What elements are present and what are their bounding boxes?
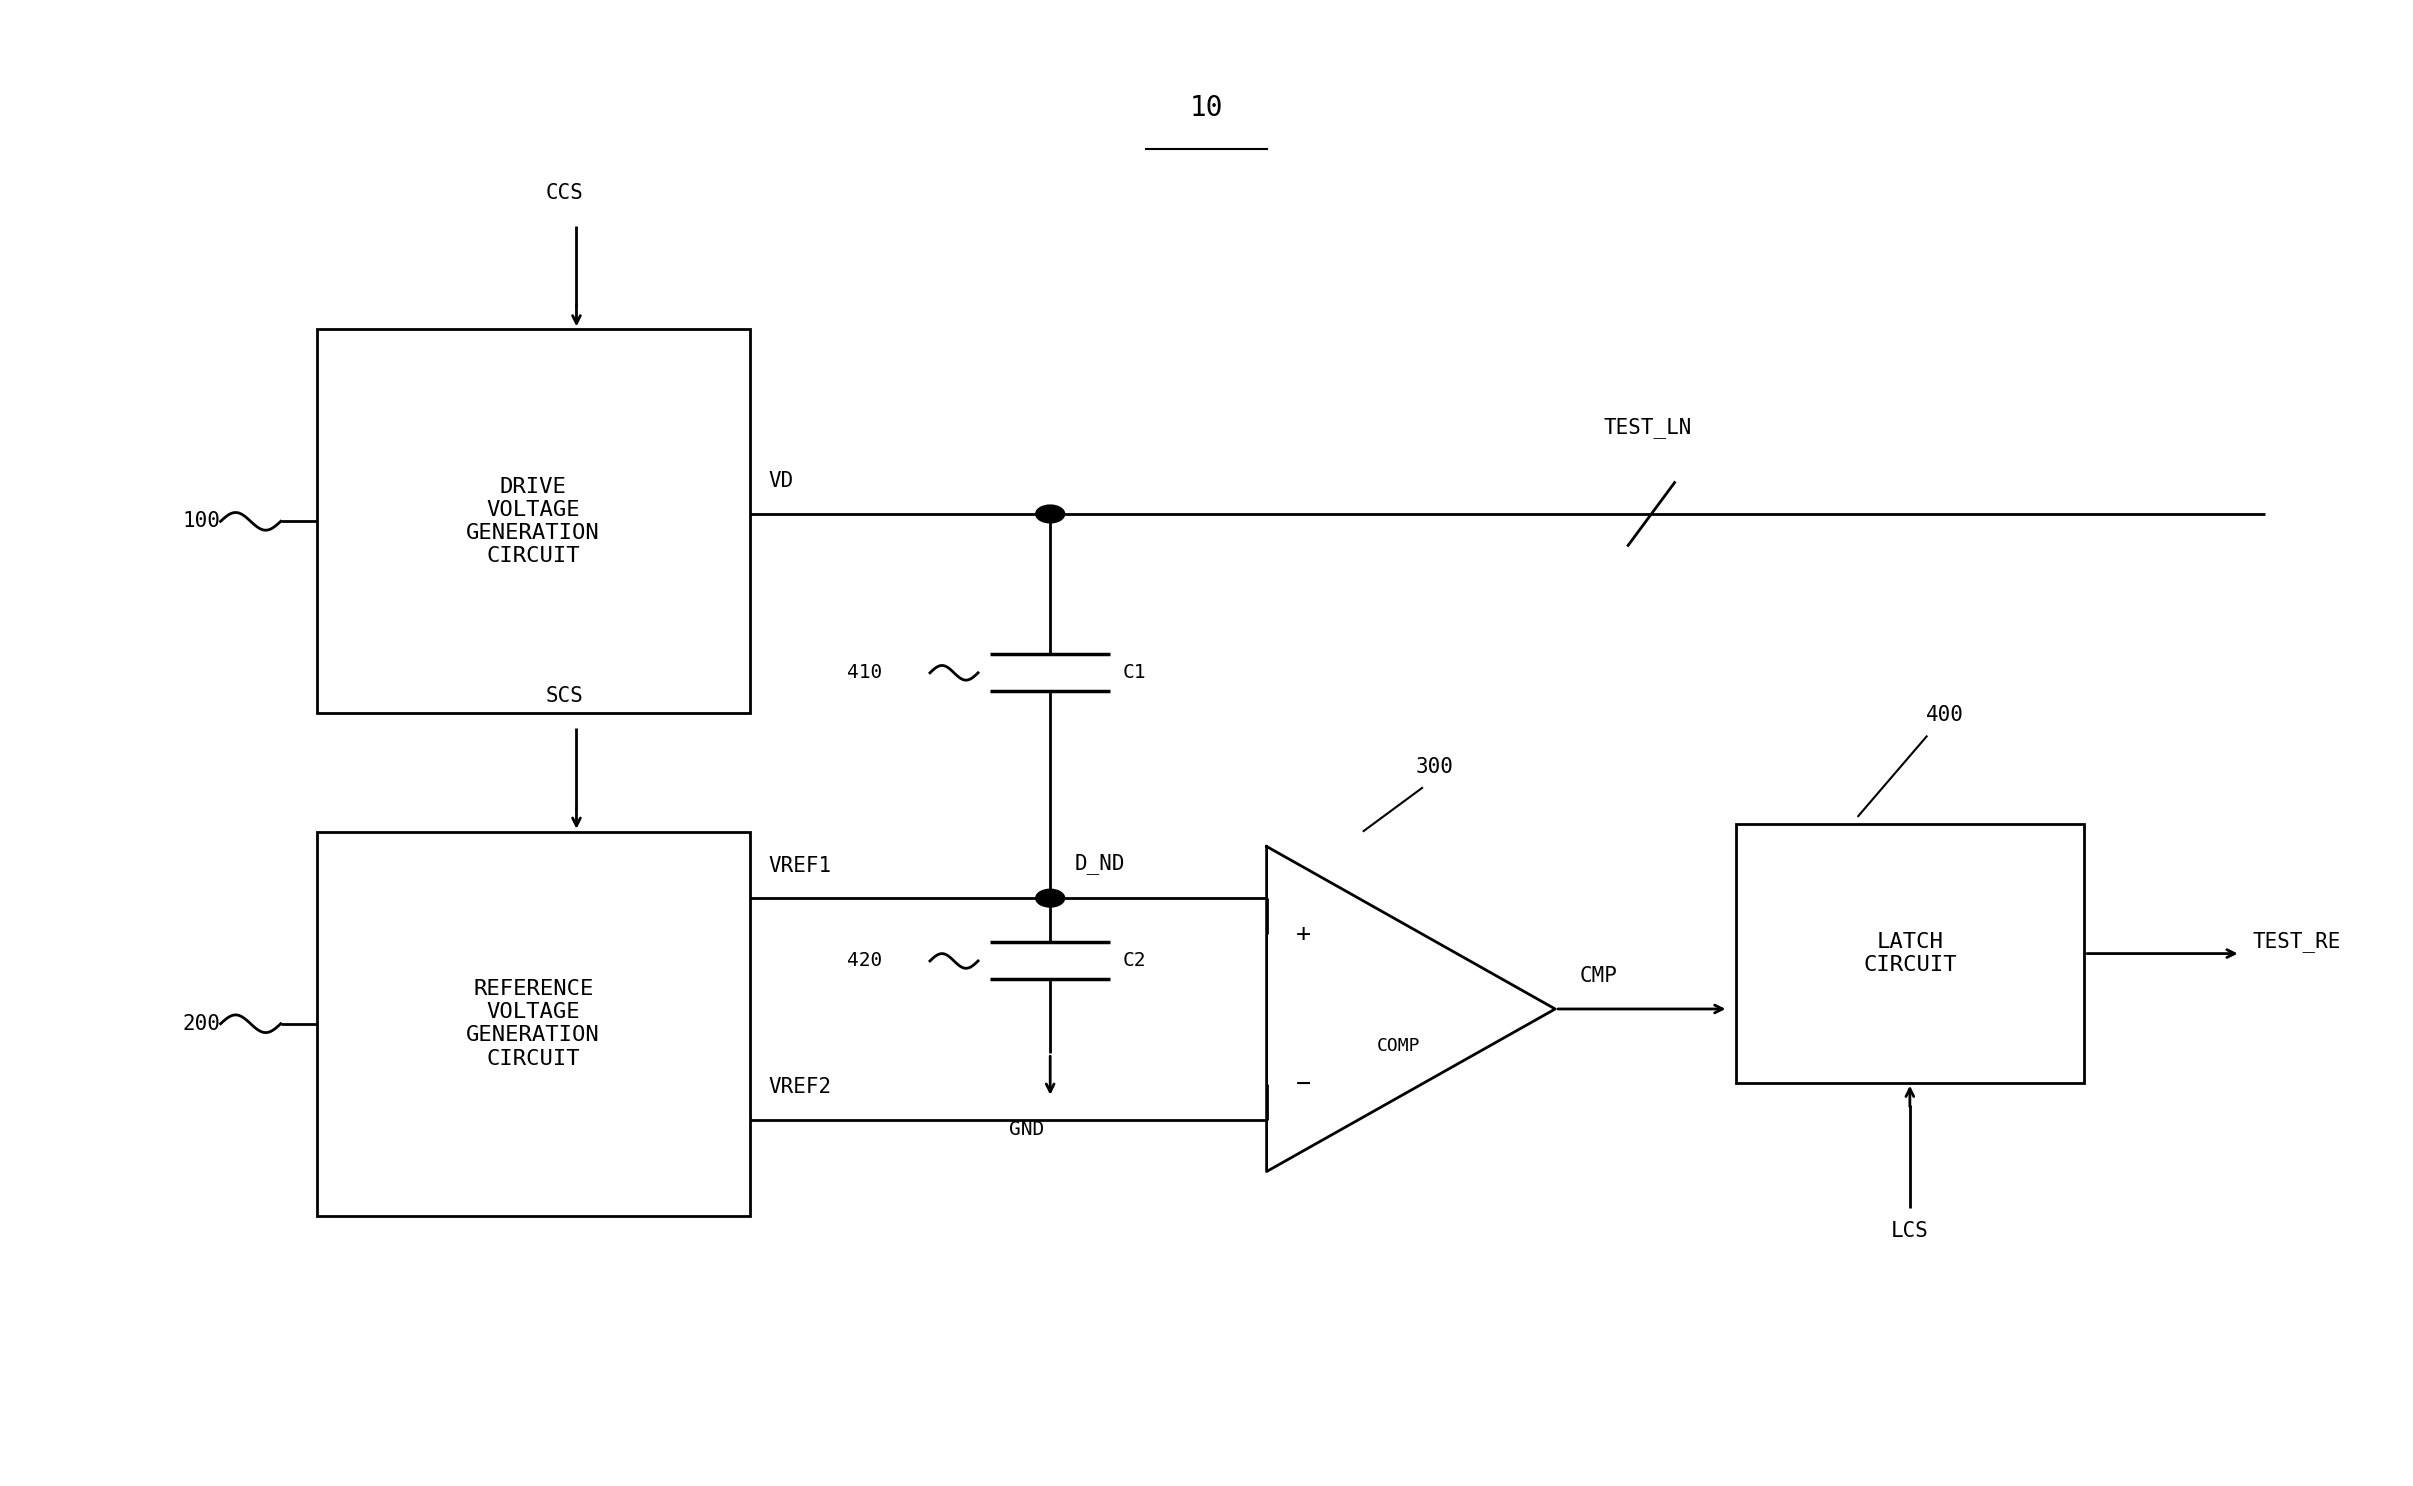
Text: GND: GND [1009,1120,1045,1138]
Text: DRIVE
VOLTAGE
GENERATION
CIRCUIT: DRIVE VOLTAGE GENERATION CIRCUIT [466,477,601,566]
Bar [1735,825,2085,1083]
Text: 300: 300 [1416,756,1455,777]
Text: CCS: CCS [545,183,584,204]
Circle shape [1035,889,1064,906]
Text: 400: 400 [1926,704,1964,725]
Text: COMP: COMP [1378,1037,1421,1055]
Text: TEST_RE: TEST_RE [2251,932,2341,953]
Text: VREF1: VREF1 [770,856,832,875]
Text: SCS: SCS [545,685,584,706]
Text: REFERENCE
VOLTAGE
GENERATION
CIRCUIT: REFERENCE VOLTAGE GENERATION CIRCUIT [466,979,601,1068]
Text: VREF2: VREF2 [770,1077,832,1097]
Text: VD: VD [770,471,794,492]
Text: +: + [1296,923,1310,947]
Text: 10: 10 [1190,94,1223,122]
Text: −: − [1296,1071,1310,1095]
Text: 200: 200 [183,1013,220,1034]
Circle shape [1035,505,1064,523]
Text: 420: 420 [847,951,881,970]
Text: 410: 410 [847,663,881,682]
Bar [316,330,750,713]
Text: 100: 100 [183,511,220,532]
Text: LCS: LCS [1892,1220,1928,1241]
Text: D_ND: D_ND [1074,853,1124,874]
Text: CMP: CMP [1578,966,1617,987]
Text: C1: C1 [1122,663,1146,682]
Text: C2: C2 [1122,951,1146,970]
Bar [316,832,750,1216]
Text: TEST_LN: TEST_LN [1602,416,1692,438]
Text: LATCH
CIRCUIT: LATCH CIRCUIT [1863,932,1957,975]
